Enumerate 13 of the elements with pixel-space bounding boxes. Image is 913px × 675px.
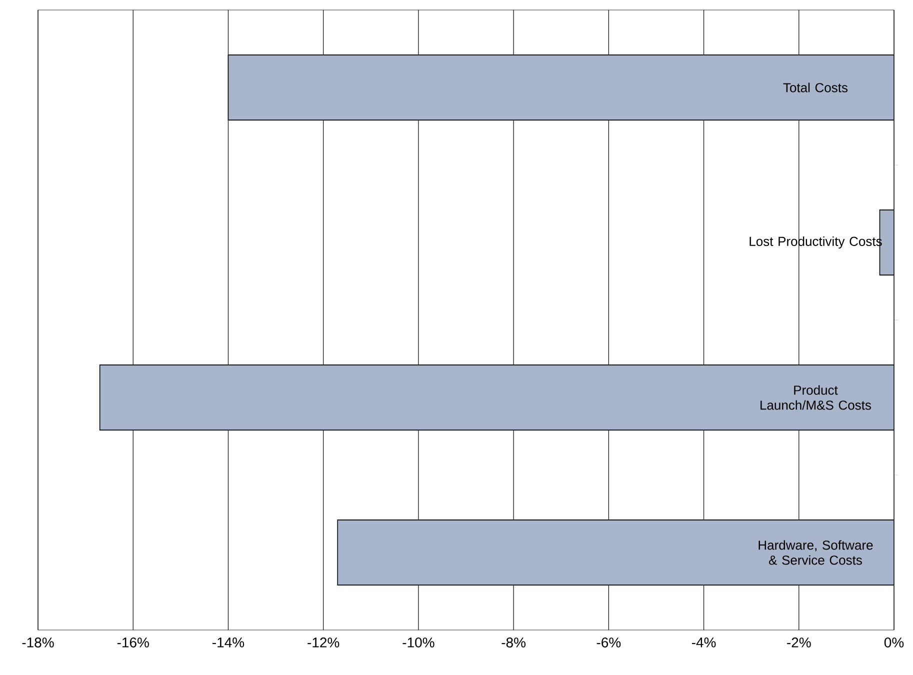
x-tick-label: -6%	[596, 638, 621, 648]
x-tick-label: -2%	[787, 638, 811, 648]
x-tick-label: -4%	[692, 638, 716, 648]
x-tick-label: -8%	[502, 638, 526, 648]
y-tick-label: Total Costs	[783, 82, 848, 92]
x-tick-label: 0%	[884, 638, 904, 648]
x-tick-label: -14%	[212, 638, 244, 648]
y-tick-label: Product Launch/M&S Costs	[760, 385, 871, 410]
x-tick-label: -10%	[402, 638, 434, 648]
x-tick-label: -16%	[117, 638, 149, 648]
x-tick-label: -18%	[22, 638, 54, 648]
x-tick-label: -12%	[308, 638, 340, 648]
y-tick-label: Hardware, Software & Service Costs	[758, 540, 873, 565]
